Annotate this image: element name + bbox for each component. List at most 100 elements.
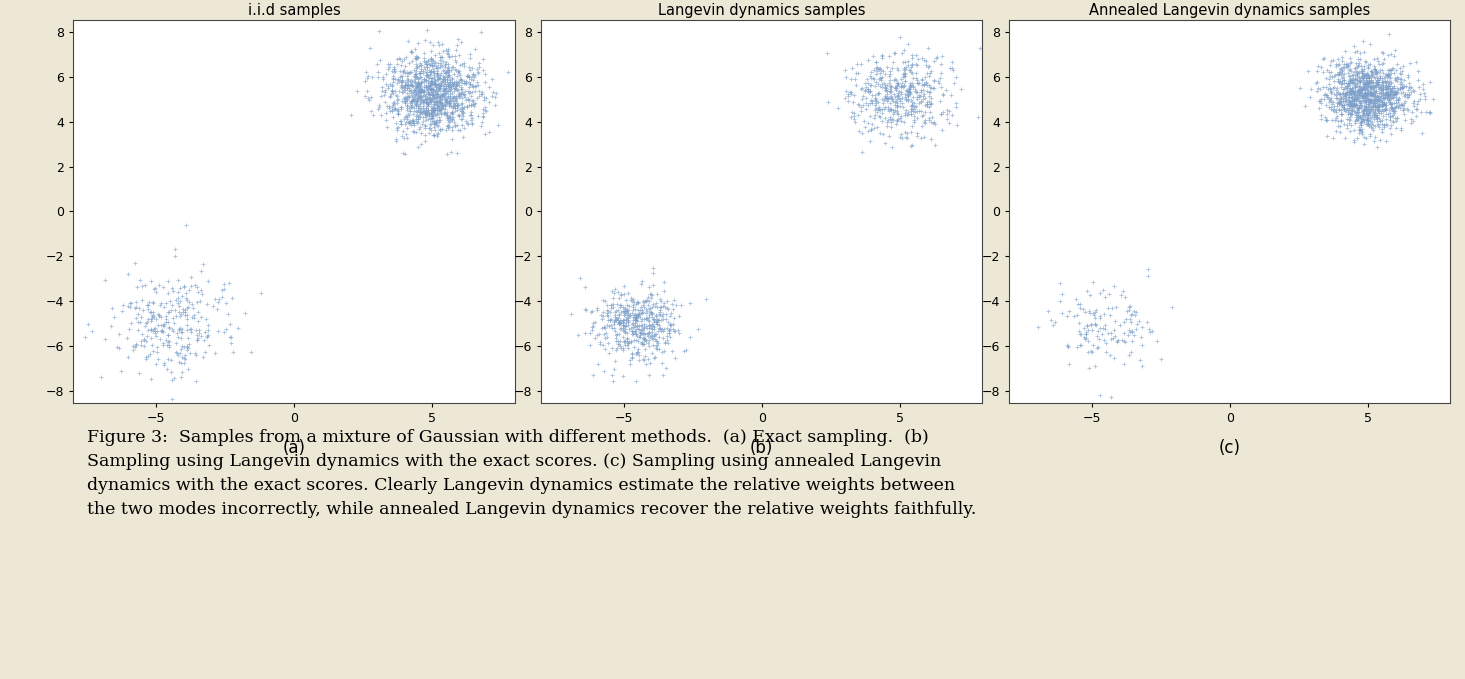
Point — [400, 79, 423, 90]
Point — [393, 60, 416, 71]
Point — [425, 115, 448, 126]
Point — [605, 298, 628, 309]
Point — [612, 289, 636, 299]
Point — [637, 327, 661, 338]
Point — [1345, 107, 1368, 117]
Point — [1342, 98, 1365, 109]
Point — [437, 111, 460, 122]
Point — [1072, 323, 1096, 333]
Point — [423, 90, 447, 101]
Point — [873, 113, 897, 124]
Point — [451, 107, 475, 118]
Point — [420, 79, 444, 90]
Point — [415, 105, 438, 115]
Point — [434, 104, 457, 115]
Point — [407, 73, 431, 84]
Point — [919, 116, 942, 127]
Point — [826, 103, 850, 113]
Point — [894, 94, 917, 105]
Point — [637, 370, 661, 381]
Point — [390, 77, 413, 88]
Point — [1131, 361, 1154, 371]
Point — [620, 323, 643, 334]
Point — [1305, 86, 1329, 96]
Point — [1374, 100, 1398, 111]
Point — [653, 338, 677, 349]
Point — [467, 90, 491, 101]
Point — [607, 339, 630, 350]
Point — [481, 73, 504, 84]
Point — [898, 86, 921, 97]
Point — [628, 304, 652, 315]
Point — [404, 62, 428, 73]
Point — [461, 98, 485, 109]
Point — [667, 311, 690, 322]
Point — [901, 60, 924, 71]
Point — [1360, 119, 1383, 130]
Point — [1358, 73, 1381, 84]
Point — [894, 76, 917, 87]
Point — [1352, 95, 1376, 106]
Point — [425, 101, 448, 112]
Point — [914, 118, 938, 129]
Point — [420, 75, 444, 86]
Point — [1333, 100, 1357, 111]
Point — [645, 336, 668, 347]
Point — [1069, 340, 1093, 350]
Point — [1357, 62, 1380, 73]
Point — [410, 93, 434, 104]
Point — [1351, 92, 1374, 103]
Point — [426, 79, 450, 90]
Point — [472, 65, 495, 75]
Point — [423, 78, 447, 89]
Point — [894, 105, 917, 115]
Point — [166, 350, 189, 361]
Point — [398, 120, 422, 130]
Point — [648, 331, 671, 342]
Point — [1320, 99, 1343, 110]
Point — [1389, 100, 1412, 111]
Point — [346, 86, 369, 96]
Point — [913, 92, 936, 103]
Point — [1330, 109, 1354, 120]
Point — [1339, 63, 1362, 74]
Point — [447, 50, 470, 60]
Point — [880, 94, 904, 105]
Point — [601, 369, 624, 380]
Point — [620, 328, 643, 339]
Point — [1365, 95, 1389, 106]
Point — [634, 304, 658, 314]
Point — [876, 88, 900, 99]
Point — [418, 109, 441, 120]
Point — [1340, 70, 1364, 81]
Point — [466, 111, 489, 122]
Point — [1354, 95, 1377, 106]
Point — [1354, 76, 1377, 87]
Point — [864, 97, 888, 108]
Point — [1381, 82, 1405, 93]
Point — [1379, 90, 1402, 101]
Point — [123, 303, 146, 314]
Point — [624, 312, 648, 323]
Point — [580, 322, 604, 333]
Point — [888, 96, 911, 107]
Point — [1373, 98, 1396, 109]
Point — [646, 315, 670, 326]
Point — [1380, 103, 1403, 114]
Point — [391, 56, 415, 67]
Point — [445, 40, 469, 51]
Point — [652, 285, 675, 296]
Point — [379, 66, 403, 77]
Point — [401, 105, 425, 116]
Point — [1345, 62, 1368, 73]
Point — [1377, 123, 1401, 134]
Point — [415, 81, 438, 92]
Point — [1383, 86, 1406, 97]
Point — [425, 103, 448, 113]
Point — [409, 85, 432, 96]
Point — [168, 344, 192, 354]
Point — [381, 106, 404, 117]
Point — [403, 68, 426, 79]
Point — [639, 289, 662, 300]
Point — [1340, 106, 1364, 117]
